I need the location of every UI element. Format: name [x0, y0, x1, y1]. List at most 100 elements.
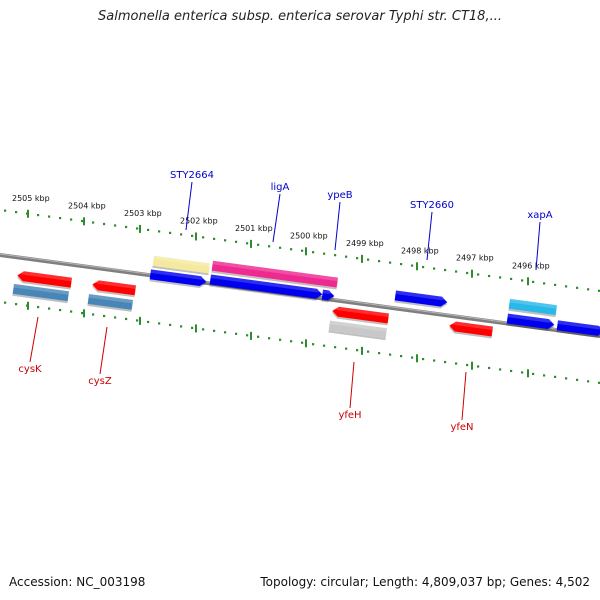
ruler-dot-top [466, 271, 469, 275]
gene-ligA [211, 260, 338, 288]
ruler-dot-top [202, 236, 205, 239]
gene-xapA [508, 298, 557, 316]
ruler-dot-bottom [147, 320, 150, 324]
ruler-dot-top [433, 267, 436, 270]
ruler-dot-bottom [477, 365, 480, 368]
ruler-dot-top [499, 276, 502, 279]
ruler-dot-bottom [180, 325, 183, 328]
ruler-dot-top [378, 260, 381, 263]
ruler-dot-top [37, 213, 40, 217]
gene-yfeN [449, 321, 493, 337]
ruler-dot-top [4, 209, 7, 212]
map-title: Salmonella enterica subsp. enterica sero… [98, 9, 502, 24]
tick-label: 2496 kbp [512, 261, 550, 270]
gene-label-cysK: cysK [18, 364, 42, 375]
ruler-dot-top [345, 255, 348, 258]
ruler-dot-bottom [323, 344, 326, 347]
gene-labels: STY2664 ligA ypeB STY2660 xapA cysK cysZ yfeH yf… [18, 170, 552, 433]
ruler-dot-top [312, 251, 315, 254]
ruler-dot-bottom [136, 319, 139, 322]
gene-yfeN-sheen [449, 321, 493, 331]
ruler-dot-top [400, 263, 403, 266]
ruler-dot-bottom [290, 340, 293, 343]
ruler-dot-top [158, 230, 161, 233]
ruler-dot-bottom [37, 305, 40, 309]
ruler-dot-top [367, 258, 370, 261]
gene-STY2664-cds [149, 269, 207, 287]
leader-line [461, 371, 467, 421]
tick-label: 2504 kbp [68, 201, 106, 210]
leader-line [334, 201, 341, 251]
ruler-dot-bottom [114, 316, 117, 319]
ruler-dot-bottom [488, 366, 491, 370]
ruler-dot-top [411, 264, 414, 267]
gene-ypeB [321, 289, 335, 301]
ruler-dot-top [488, 274, 491, 278]
leader-line [272, 193, 281, 243]
ruler-dot-bottom [224, 331, 227, 334]
ruler-dot-bottom [103, 314, 106, 318]
gene-ligA-sheen [212, 260, 338, 282]
ruler-dot-top [235, 240, 238, 243]
accession-label: Accession: NC_003198 [9, 575, 146, 589]
gene-STY2660-sheen [395, 290, 448, 301]
gene-STY2664-sheen [153, 255, 210, 267]
ruler-dot-top [70, 218, 73, 221]
ruler-dot-top [532, 280, 535, 284]
ruler-dot-bottom [367, 350, 370, 353]
ruler-dot-top [15, 211, 18, 214]
ruler-dot-bottom [15, 303, 18, 306]
leader-line [29, 316, 39, 363]
ruler-dot-top [290, 248, 293, 251]
ruler-dot-bottom [70, 310, 73, 313]
ruler-dot-bottom [411, 356, 414, 359]
ruler-dot-top [114, 224, 117, 227]
ruler-dot-bottom [191, 326, 194, 329]
tick-label: 2499 kbp [346, 239, 384, 248]
ruler-dot-top [334, 254, 337, 257]
ruler-dot-top [510, 277, 513, 281]
ruler-dot-bottom [279, 338, 282, 341]
gene-yfeH [332, 306, 389, 324]
ruler-dot-top [279, 246, 282, 249]
ruler-dot-bottom [499, 368, 502, 371]
ruler-dot-top [301, 249, 304, 252]
tick-label: 2501 kbp [235, 224, 273, 233]
ruler-dot-top [224, 239, 227, 242]
gene-cysK-pseudo [12, 283, 69, 302]
gene-label-ligA: ligA [271, 182, 290, 193]
gene-cysZ-pseudo [87, 294, 133, 310]
gene-yfeH-pseudo-sheen [329, 320, 387, 332]
ruler-dot-bottom [4, 301, 7, 304]
ruler-dot-bottom [554, 375, 557, 378]
ruler-dot-bottom [312, 343, 315, 346]
ruler-dot-bottom [466, 363, 469, 367]
ruler-dot-bottom [125, 317, 128, 321]
gene-xapA-sheen [509, 298, 557, 309]
ruler-dot-top [554, 283, 557, 286]
gene-label-ypeB: ypeB [327, 190, 352, 201]
ruler-dot-top [323, 252, 326, 255]
genome-summary: Topology: circular; Length: 4,809,037 bp… [260, 575, 590, 589]
ruler-dot-top [477, 273, 480, 276]
gene-xapA-cds-sheen [507, 313, 555, 323]
ruler: 2505 kbp 2504 kbp 2503 kbp 2502 kbp 2501 kbp… [4, 194, 600, 384]
gene-label-cysZ: cysZ [88, 376, 112, 387]
ruler-dot-bottom [433, 359, 436, 362]
gene-STY2660 [394, 290, 448, 307]
gene-label-yfeH: yfeH [338, 410, 361, 421]
ruler-dot-bottom [81, 311, 84, 315]
ruler-dot-bottom [334, 346, 337, 349]
tick-label: 2505 kbp [12, 194, 50, 203]
ruler-dot-bottom [400, 355, 403, 358]
ruler-dot-top [81, 219, 84, 223]
leader-line [185, 181, 193, 231]
gene-cysZ [92, 280, 136, 296]
ruler-dot-bottom [345, 347, 348, 350]
ruler-dot-top [59, 216, 62, 220]
ruler-dot-top [136, 227, 139, 230]
ruler-dot-bottom [268, 337, 271, 340]
ruler-dot-bottom [565, 377, 568, 380]
ruler-dot-bottom [598, 381, 600, 384]
